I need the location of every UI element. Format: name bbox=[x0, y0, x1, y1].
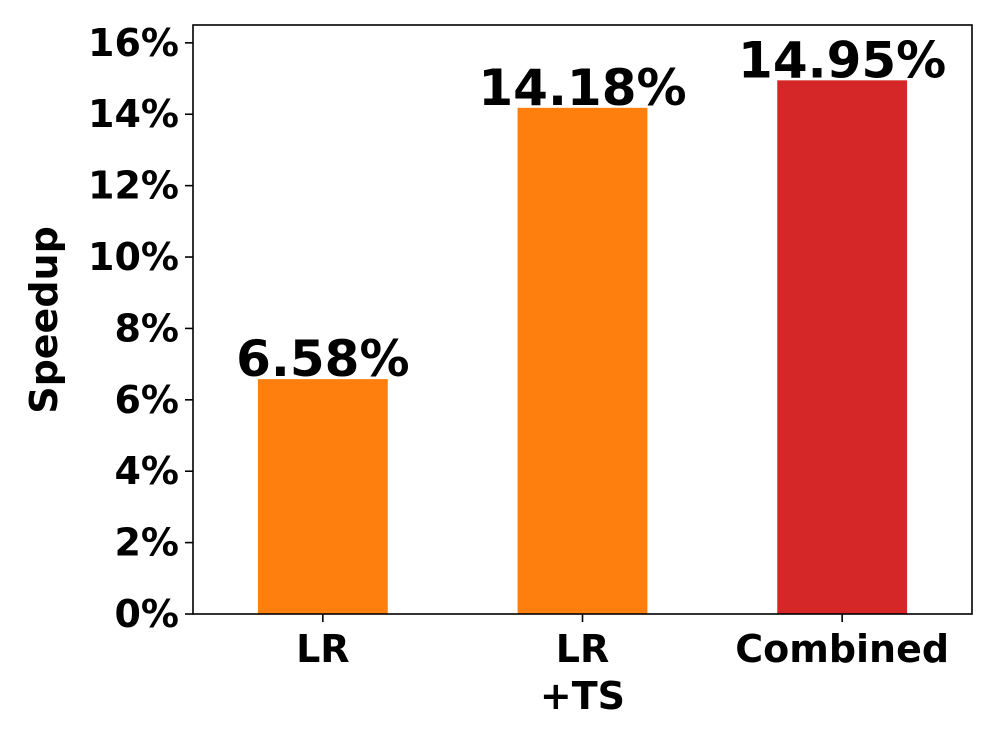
y-tick-label: 2% bbox=[114, 521, 179, 565]
bar-value-label: 6.58% bbox=[236, 330, 409, 388]
bar-value-label: 14.95% bbox=[738, 31, 946, 89]
x-tick-label: LR bbox=[296, 627, 349, 671]
bar bbox=[777, 80, 908, 614]
y-tick-label: 8% bbox=[114, 306, 179, 350]
bar bbox=[517, 107, 648, 615]
y-tick-label: 14% bbox=[88, 92, 179, 136]
bar-value-label: 14.18% bbox=[478, 59, 686, 117]
y-tick-label: 12% bbox=[88, 164, 179, 208]
y-axis: 0% 2% 4% 6% 8% 10% 12% 14% 16% bbox=[88, 21, 193, 636]
x-tick-label: +TS bbox=[540, 674, 625, 718]
x-tick-label: Combined bbox=[735, 627, 949, 671]
y-tick-label: 6% bbox=[114, 378, 179, 422]
x-tick-label: LR bbox=[556, 627, 609, 671]
y-tick-label: 4% bbox=[114, 449, 179, 493]
bars-group bbox=[257, 80, 908, 615]
bar bbox=[257, 379, 388, 614]
plot-frame bbox=[192, 24, 973, 615]
y-tick-label: 0% bbox=[114, 592, 179, 636]
y-tick-label: 16% bbox=[88, 21, 179, 65]
y-tick-label: 10% bbox=[88, 235, 179, 279]
y-axis-label: Speedup bbox=[22, 226, 66, 414]
data-labels-group: 6.58% 14.18% 14.95% bbox=[236, 31, 946, 388]
